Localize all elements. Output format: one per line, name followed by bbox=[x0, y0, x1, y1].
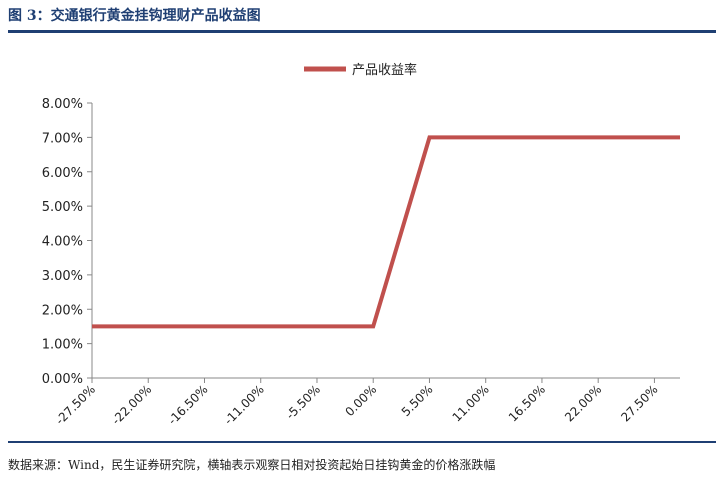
source-note: 数据来源：Wind，民生证券研究院，横轴表示观察日相对投资起始日挂钩黄金的价格涨… bbox=[8, 458, 496, 472]
x-tick-label: -22.00% bbox=[109, 382, 154, 427]
y-tick-label: 2.00% bbox=[42, 303, 83, 318]
x-tick-label: -16.50% bbox=[165, 382, 210, 427]
legend: 产品收益率 bbox=[304, 62, 417, 78]
axes bbox=[87, 102, 680, 383]
x-tick-label: -5.50% bbox=[283, 382, 323, 422]
title-rule bbox=[8, 30, 716, 33]
legend-label: 产品收益率 bbox=[352, 62, 417, 78]
x-tick-label: -27.50% bbox=[53, 382, 98, 427]
x-tick-label: 0.00% bbox=[342, 382, 379, 419]
y-tick-label: 1.00% bbox=[42, 338, 83, 353]
y-tick-label: 7.00% bbox=[42, 131, 83, 146]
x-tick-label: -11.00% bbox=[222, 382, 267, 427]
figure-title: 图 3：交通银行黄金挂钩理财产品收益图 bbox=[8, 8, 261, 24]
y-tick-labels: 0.00% 1.00% 2.00% 3.00% 4.00% 5.00% 6.00% 7.00%… bbox=[42, 97, 83, 387]
x-tick-label: 27.50% bbox=[618, 382, 660, 424]
x-tick-label: 22.00% bbox=[562, 382, 604, 424]
x-tick-label: 5.50% bbox=[399, 382, 436, 419]
x-tick-labels: -27.50% -22.00% -16.50% -11.00% -5.50% 0.00% 5… bbox=[53, 382, 661, 427]
y-tick-label: 5.00% bbox=[42, 200, 83, 215]
series-lines bbox=[92, 135, 680, 329]
y-tick-label: 0.00% bbox=[42, 372, 83, 387]
y-tick-label: 3.00% bbox=[42, 269, 83, 284]
y-tick-label: 6.00% bbox=[42, 166, 83, 181]
x-tick-label: 16.50% bbox=[506, 382, 548, 424]
y-tick-label: 4.00% bbox=[42, 235, 83, 250]
source-rule bbox=[8, 441, 716, 443]
x-tick-label: 11.00% bbox=[450, 382, 492, 424]
y-tick-label: 8.00% bbox=[42, 97, 83, 112]
line-chart: 产品收益率 0.00% 1.00% 2.00% 3.00% 4.00% 5.00% 6.00… bbox=[42, 62, 680, 428]
series-line bbox=[92, 135, 680, 329]
